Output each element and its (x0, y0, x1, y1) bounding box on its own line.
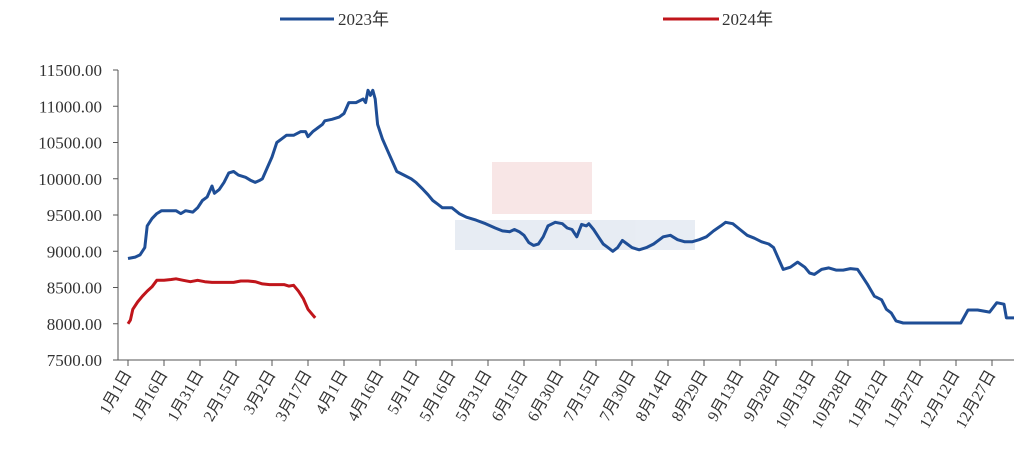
x-tick-label: 3月2日 (241, 368, 280, 418)
legend-label-2024: 2024年 (722, 10, 773, 29)
y-tick-label: 7500.00 (47, 351, 102, 370)
legend-label-2023: 2023年 (338, 10, 389, 29)
y-tick-label: 9500.00 (47, 206, 102, 225)
y-tick-label: 9000.00 (47, 242, 102, 261)
y-tick-label: 10500.00 (38, 134, 102, 153)
x-axis-ticks: 1月1日1月16日1月31日2月15日3月2日3月17日4月1日4月16日5月1… (97, 360, 999, 431)
x-tick-label: 1月1日 (97, 368, 136, 418)
legend: 2023年 2024年 (280, 10, 773, 29)
x-tick-label: 5月1日 (385, 368, 424, 418)
x-tick-label: 4月1日 (313, 368, 352, 418)
y-tick-label: 8000.00 (47, 315, 102, 334)
series-line-2024 (126, 277, 317, 325)
series-line-2023 (127, 88, 1014, 325)
y-tick-label: 8500.00 (47, 279, 102, 298)
series-layer (126, 88, 1014, 325)
watermark (455, 162, 695, 250)
y-axis-ticks: 11500.00 11000.00 10500.00 10000.00 9500.00 9… (38, 61, 118, 370)
y-tick-label: 10000.00 (38, 170, 102, 189)
y-tick-label: 11500.00 (39, 61, 102, 80)
y-tick-label: 11000.00 (39, 97, 102, 116)
